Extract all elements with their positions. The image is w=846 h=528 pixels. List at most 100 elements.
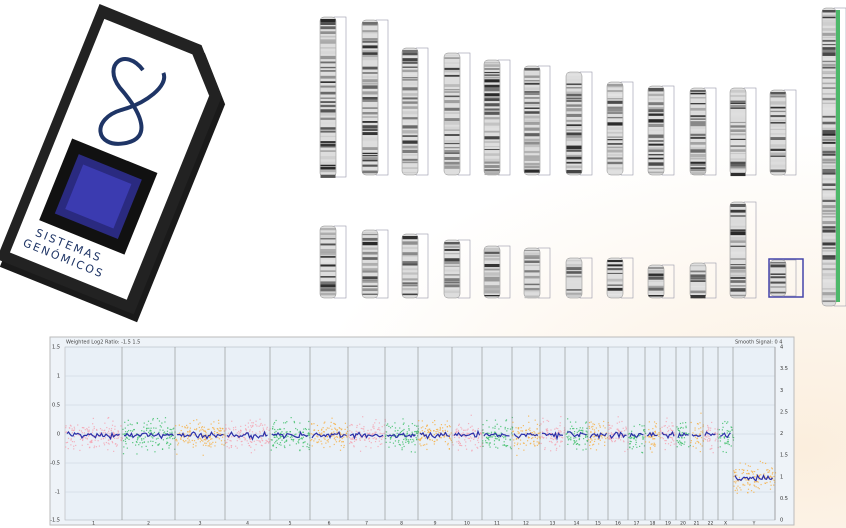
band <box>485 159 500 162</box>
probe-point <box>264 424 265 425</box>
probe-point <box>596 449 597 450</box>
probe-point <box>524 443 525 444</box>
probe-point <box>430 439 431 440</box>
probe-point <box>528 422 529 423</box>
band <box>485 72 500 73</box>
band <box>321 101 336 103</box>
probe-point <box>402 441 403 442</box>
band <box>608 90 623 92</box>
probe-point <box>621 421 622 422</box>
band <box>445 108 460 111</box>
chromosome-label: X <box>724 521 727 527</box>
probe-point <box>211 423 212 424</box>
probe-point <box>683 444 684 445</box>
probe-point <box>488 437 489 438</box>
probe-point <box>152 419 153 420</box>
probe-point <box>571 426 572 427</box>
probe-point <box>142 442 143 443</box>
probe-point <box>603 421 604 422</box>
probe-point <box>289 431 290 432</box>
probe-point <box>420 440 421 441</box>
band <box>731 291 746 292</box>
probe-point <box>166 443 167 444</box>
band <box>731 118 746 121</box>
probe-point <box>696 447 697 448</box>
band <box>363 247 378 249</box>
band <box>403 261 418 263</box>
probe-point <box>529 437 530 438</box>
band <box>321 284 336 287</box>
probe-point <box>635 444 636 445</box>
probe-point <box>722 423 723 424</box>
band <box>823 87 836 88</box>
probe-point <box>512 435 513 436</box>
probe-point <box>537 436 538 437</box>
probe-point <box>212 427 213 428</box>
probe-point <box>170 429 171 430</box>
probe-point <box>254 441 255 442</box>
band <box>823 277 836 278</box>
probe-point <box>414 444 415 445</box>
probe-point <box>570 439 571 440</box>
probe-point <box>294 421 295 422</box>
probe-point <box>231 436 232 437</box>
band <box>321 81 336 83</box>
probe-point <box>533 431 534 432</box>
band <box>525 131 540 132</box>
probe-point <box>150 430 151 431</box>
band <box>691 126 706 129</box>
band <box>403 162 418 164</box>
probe-point <box>682 432 683 433</box>
probe-point <box>74 428 75 429</box>
band <box>649 124 664 127</box>
band <box>608 127 623 130</box>
probe-point <box>164 421 165 422</box>
band <box>363 171 378 174</box>
band <box>321 141 336 143</box>
probe-point <box>699 433 700 434</box>
band <box>823 98 836 100</box>
probe-point <box>589 445 590 446</box>
band <box>485 169 500 171</box>
probe-point <box>117 433 118 434</box>
band <box>649 109 664 112</box>
probe-point <box>334 428 335 429</box>
probe-point <box>416 437 417 438</box>
probe-point <box>510 428 511 429</box>
probe-point <box>641 443 642 444</box>
probe-point <box>319 432 320 433</box>
band <box>649 292 664 293</box>
probe-point <box>184 441 185 442</box>
probe-point <box>432 422 433 423</box>
probe-point <box>198 439 199 440</box>
probe-point <box>681 445 682 446</box>
probe-point <box>754 471 755 472</box>
probe-point <box>644 425 645 426</box>
probe-point <box>447 431 448 432</box>
probe-point <box>308 434 309 435</box>
band <box>363 238 378 241</box>
probe-point <box>468 433 469 434</box>
probe-point <box>406 439 407 440</box>
probe-point <box>380 444 381 445</box>
probe-point <box>395 440 396 441</box>
band <box>321 109 336 112</box>
probe-point <box>495 438 496 439</box>
probe-point <box>272 426 273 427</box>
band <box>731 285 746 287</box>
band <box>608 132 623 134</box>
probe-point <box>502 445 503 446</box>
probe-point <box>204 427 205 428</box>
band <box>771 273 786 275</box>
probe-point <box>386 431 387 432</box>
band <box>363 165 378 167</box>
probe-point <box>770 481 771 482</box>
probe-point <box>77 424 78 425</box>
band <box>403 97 418 99</box>
probe-point <box>773 476 774 477</box>
probe-point <box>568 436 569 437</box>
probe-point <box>437 431 438 432</box>
probe-point <box>403 422 404 423</box>
probe-point <box>406 433 407 434</box>
probe-point <box>261 445 262 446</box>
